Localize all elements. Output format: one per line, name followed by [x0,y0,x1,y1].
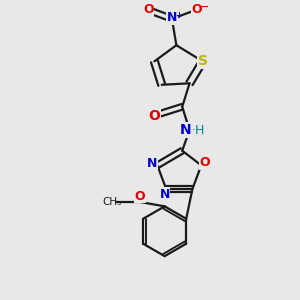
Text: O: O [148,109,160,122]
Text: O: O [134,190,145,202]
Text: N: N [147,158,157,170]
Text: N: N [167,11,177,24]
Text: O: O [200,156,210,169]
Text: O: O [192,3,202,16]
Text: +: + [175,11,182,20]
Text: CH₃: CH₃ [102,197,122,207]
Text: ·H: ·H [192,124,205,137]
Text: N: N [180,123,192,137]
Text: N: N [160,188,170,200]
Text: −: − [200,2,209,12]
Text: O: O [143,3,154,16]
Text: S: S [198,54,208,68]
